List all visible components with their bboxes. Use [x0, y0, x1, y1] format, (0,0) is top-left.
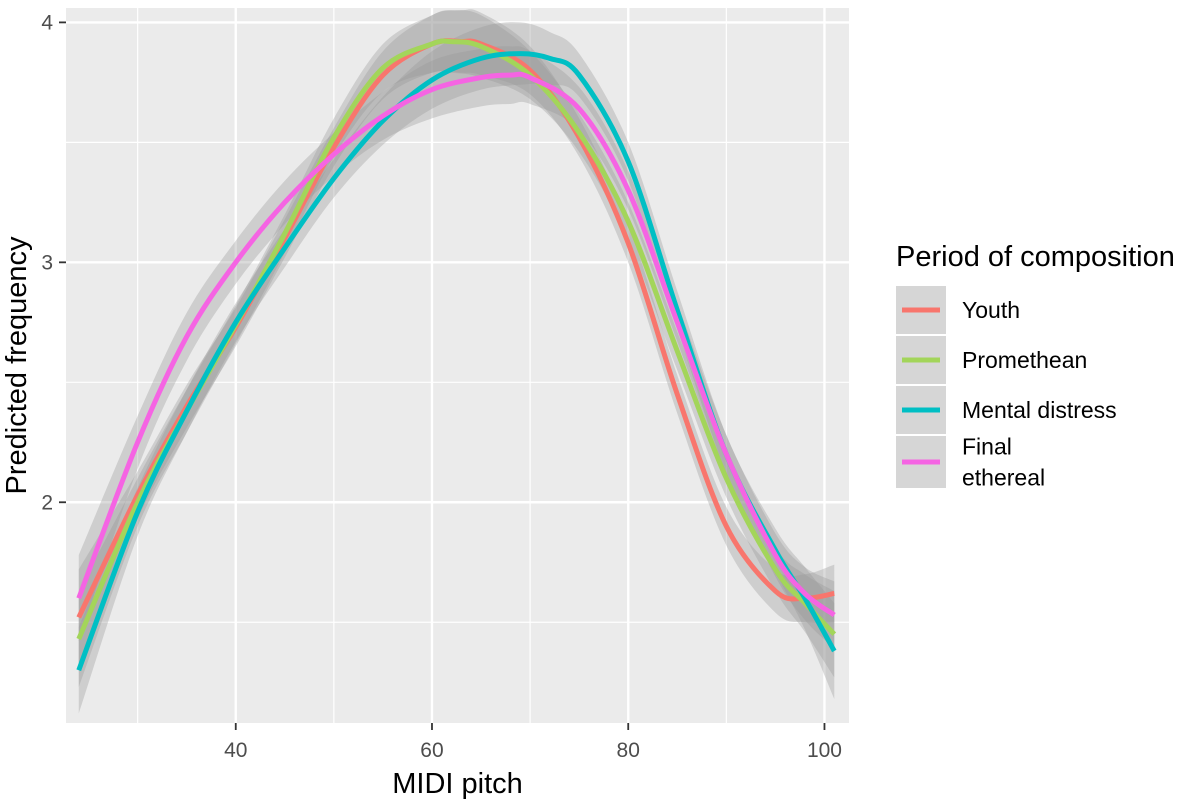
legend: Period of composition Youth Promethean Men…	[896, 241, 1175, 491]
x-tick-label: 40	[224, 739, 247, 762]
confidence-band	[78, 22, 835, 714]
minor-grid	[66, 8, 849, 723]
major-grid	[66, 8, 849, 723]
x-axis: 40 60 80 100	[224, 723, 842, 762]
legend-entry-label: Final	[962, 434, 1012, 460]
legend-title: Period of composition	[896, 241, 1175, 273]
legend-entry-label: Promethean	[962, 347, 1087, 373]
legend-entry-label: Mental distress	[962, 397, 1117, 423]
y-tick-label: 2	[41, 491, 53, 514]
plot-panel	[66, 8, 849, 723]
confidence-band	[78, 46, 835, 649]
legend-keys: Youth Promethean Mental distress Final ether…	[896, 286, 1117, 491]
y-axis-title: Predicted frequency	[1, 236, 33, 494]
series-lines	[76, 38, 837, 672]
confidence-band	[78, 10, 835, 688]
x-tick-label: 80	[617, 739, 640, 762]
legend-entry-label: Youth	[962, 297, 1020, 323]
y-tick-label: 3	[41, 251, 53, 274]
x-tick-label: 60	[420, 739, 443, 762]
x-axis-title: MIDI pitch	[392, 768, 523, 800]
x-tick-label: 100	[807, 739, 842, 762]
legend-entry-label: ethereal	[962, 465, 1045, 491]
y-tick-label: 4	[41, 11, 53, 34]
series-line	[76, 71, 836, 618]
y-axis: 2 3 4	[41, 11, 66, 514]
